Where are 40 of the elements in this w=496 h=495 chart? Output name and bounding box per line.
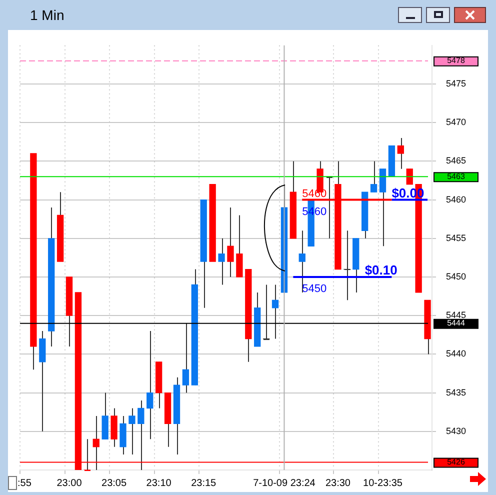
candlestick [397,138,404,170]
y-tick-label: 5460 [446,194,466,204]
candlestick [146,330,154,440]
candlestick [406,168,413,185]
candlestick [102,392,108,440]
candlestick [110,408,118,448]
x-tick-label: 23:10 [146,478,172,489]
y-tick-label: 5435 [446,387,466,398]
ref-line-label: 5478 [447,56,466,66]
candlestick [370,160,378,193]
candlestick [379,168,386,247]
y-tick-label: 5475 [446,78,466,88]
ref-line-label: 5463 [447,172,466,181]
x-tick-label: 7-10-09 23:24 [253,478,316,489]
candlestick [227,207,234,278]
chart-title: 1 Min [30,7,64,23]
y-tick-label: 5470 [446,117,466,128]
y-tick-label: 5430 [446,426,466,436]
candlestick [39,330,46,432]
candlestick [218,238,225,286]
x-tick-label: 23:15 [191,478,217,489]
y-tick-label: 5465 [446,156,466,166]
x-tick-label: 23:30 [325,478,351,489]
annotation: $0.10 [364,262,398,278]
x-tick-label: :55 [18,478,32,489]
y-tick-label: 5455 [446,232,466,243]
x-tick-label: 23:05 [102,478,127,489]
ref-line-label: 5444 [447,318,466,328]
candlestick [272,284,279,340]
candlestick [236,214,243,278]
x-tick-label: 23:00 [56,478,82,489]
y-tick-label: 5445 [446,310,466,320]
y-tick-label: 5450 [446,271,466,282]
candlestick [120,415,126,456]
candlestick [138,400,144,470]
x-tick-label: 10-23:35 [362,478,403,489]
candlestick [182,322,190,394]
y-tick-label: 5440 [446,348,466,359]
candlestick [128,408,136,456]
ref-line-label: 5426 [447,457,466,466]
